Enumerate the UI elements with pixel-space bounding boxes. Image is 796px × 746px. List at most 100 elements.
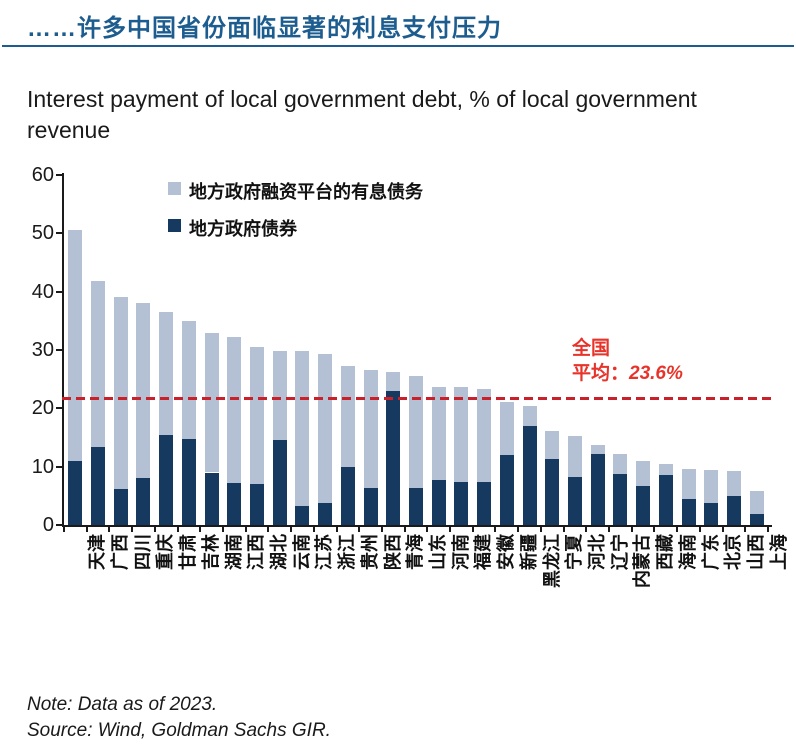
bar-segment-lgfv	[499, 401, 514, 455]
legend-label: 地方政府融资平台的有息债务	[189, 182, 423, 202]
bar-segment-lgfv	[295, 351, 310, 507]
x-tick	[131, 527, 134, 532]
bar-segment-lgfv	[318, 353, 333, 503]
bar-segment-bonds	[545, 458, 560, 525]
x-tick	[721, 527, 724, 532]
annotation-line2: 平均：23.6%	[572, 363, 683, 384]
bar-segment-lgfv	[454, 387, 469, 482]
footer-note: Note: Data as of 2023.	[27, 694, 218, 715]
bar-segment-bonds	[272, 439, 287, 525]
bar-segment-lgfv	[681, 469, 696, 499]
bar-segment-bonds	[227, 483, 242, 525]
bar-segment-bonds	[91, 447, 106, 525]
bar-segment-bonds	[159, 435, 174, 525]
y-axis-line	[62, 173, 64, 527]
x-tick	[403, 527, 406, 532]
x-axis-label: 青海	[405, 534, 426, 570]
legend: 地方政府融资平台的有息债务地方政府债券	[168, 178, 423, 252]
x-tick	[653, 527, 656, 532]
legend-swatch-icon	[168, 219, 181, 232]
bar-segment-bonds	[68, 460, 83, 525]
x-axis-line	[62, 525, 772, 527]
x-axis-label: 新疆	[518, 534, 539, 570]
x-axis-label: 云南	[291, 534, 312, 570]
y-axis-label: 10	[31, 455, 54, 478]
x-axis-label: 山东	[428, 534, 448, 570]
bar-segment-bonds	[499, 455, 514, 525]
x-axis-label: 陕西	[382, 534, 403, 570]
bar-segment-bonds	[658, 474, 673, 525]
x-axis-label: 安徽	[496, 534, 517, 570]
x-axis-label: 广东	[700, 534, 721, 570]
x-axis-label: 贵州	[359, 534, 380, 570]
y-tick	[56, 290, 62, 293]
bar-segment-lgfv	[363, 369, 378, 489]
annotation-value: 23.6%	[629, 363, 683, 384]
y-axis-label: 50	[31, 222, 54, 245]
x-axis-label: 天津	[87, 534, 108, 570]
x-axis-label: 宁夏	[564, 534, 585, 570]
bar-segment-bonds	[181, 438, 196, 525]
x-tick	[63, 527, 65, 532]
x-tick	[630, 527, 633, 532]
x-axis-label: 黑龙江	[541, 534, 562, 588]
bar-segment-bonds	[250, 484, 265, 525]
x-axis-label: 福建	[473, 534, 494, 570]
bar-segment-lgfv	[431, 386, 446, 480]
chart-subtitle: Interest payment of local government deb…	[27, 86, 697, 143]
footer-source: Source: Wind, Goldman Sachs GIR.	[27, 720, 331, 741]
bar-segment-bonds	[113, 489, 128, 525]
bar-segment-lgfv	[113, 296, 128, 490]
x-axis-label: 甘肃	[178, 534, 199, 570]
x-tick	[494, 527, 497, 532]
bar-segment-bonds	[636, 485, 651, 525]
bar-segment-lgfv	[545, 430, 560, 459]
legend-swatch-icon	[168, 182, 181, 195]
page-title: ……许多中国省份面临显著的利息支付压力	[27, 15, 502, 42]
x-axis-label: 内蒙古	[632, 534, 653, 588]
y-tick	[56, 349, 62, 351]
bar-segment-bonds	[318, 502, 333, 525]
x-tick	[449, 527, 452, 532]
x-axis-label: 江苏	[314, 534, 335, 570]
bar-segment-bonds	[136, 477, 151, 525]
bar-segment-lgfv	[181, 320, 196, 439]
legend-item: 地方政府融资平台的有息债务	[168, 178, 423, 204]
bar-segment-bonds	[681, 498, 696, 525]
x-tick	[176, 527, 179, 532]
bar-segment-bonds	[749, 513, 764, 525]
title-underline	[2, 45, 794, 47]
bar-segment-bonds	[454, 481, 469, 525]
bar-segment-lgfv	[704, 470, 719, 504]
bar-segment-lgfv	[250, 347, 265, 485]
x-tick	[517, 527, 520, 532]
x-tick	[267, 527, 270, 532]
bar-segment-lgfv	[68, 230, 83, 461]
bar-segment-bonds	[590, 454, 605, 525]
bar-segment-lgfv	[91, 281, 106, 448]
x-tick	[426, 527, 429, 532]
x-axis-label: 广西	[110, 534, 131, 570]
x-tick	[335, 527, 338, 532]
x-tick	[85, 527, 88, 532]
y-axis-label: 20	[31, 397, 54, 420]
bar-segment-bonds	[726, 495, 741, 525]
x-axis-label: 四川	[132, 534, 153, 570]
annotation-line1: 全国	[572, 338, 611, 359]
x-tick	[290, 527, 293, 532]
x-axis-label: 西藏	[655, 534, 676, 570]
x-tick	[380, 527, 383, 532]
legend-item: 地方政府债券	[168, 215, 423, 241]
y-tick	[56, 465, 62, 468]
x-tick	[221, 527, 224, 532]
y-axis-label: 60	[31, 164, 54, 186]
bar-segment-lgfv	[636, 460, 651, 486]
y-tick	[56, 524, 62, 526]
y-axis-label: 0	[42, 514, 54, 536]
x-tick	[676, 527, 679, 532]
bar-segment-lgfv	[204, 333, 219, 473]
x-tick	[358, 527, 361, 532]
x-tick	[312, 527, 315, 532]
x-tick	[199, 527, 202, 532]
y-tick	[56, 407, 62, 410]
